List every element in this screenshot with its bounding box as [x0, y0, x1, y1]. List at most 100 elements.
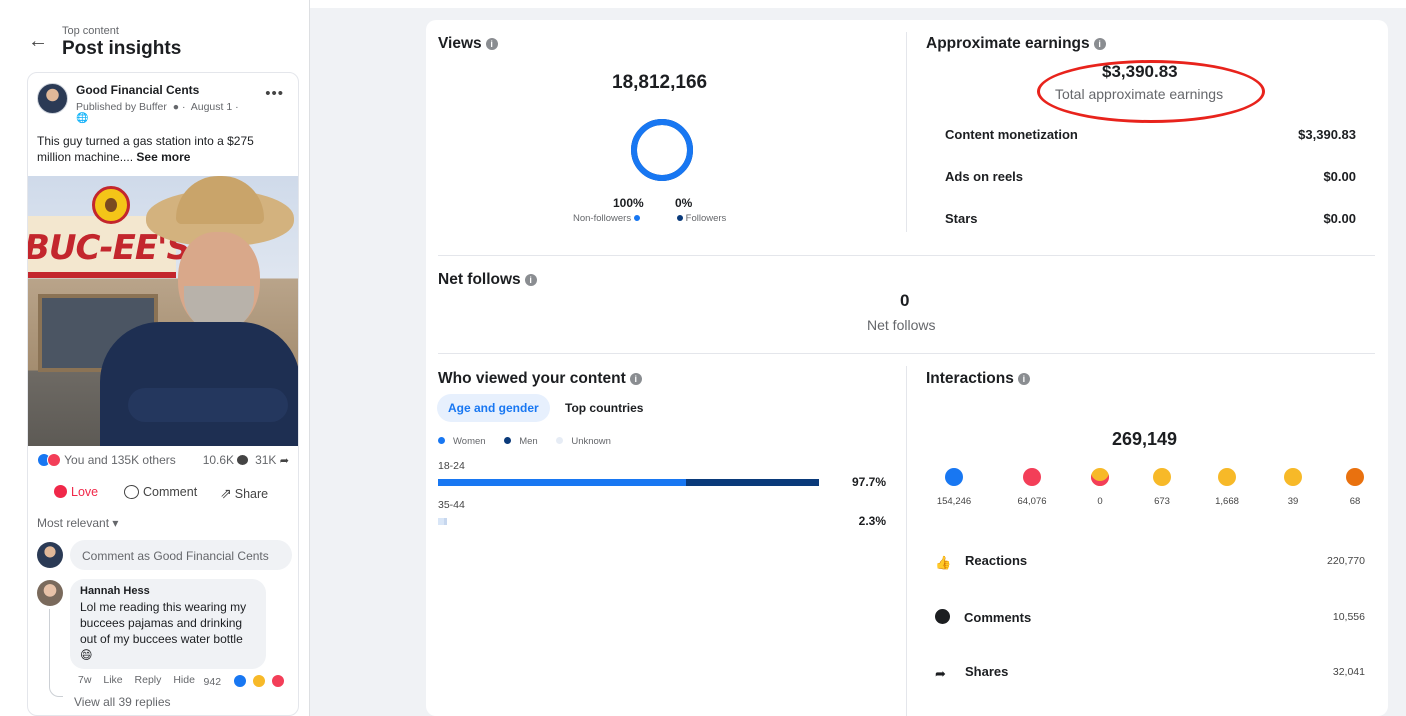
comments-count[interactable]: 10.6K: [202, 453, 235, 467]
globe-icon: 🌐: [76, 113, 89, 124]
comment-button[interactable]: Comment: [124, 485, 197, 499]
comment-label: Comment: [143, 485, 198, 499]
earnings-row-label: Content monetization: [945, 127, 1078, 142]
comment-icon: [124, 485, 139, 499]
comment-time[interactable]: 7w: [78, 674, 92, 686]
angry-icon: [1346, 468, 1364, 486]
info-icon[interactable]: i: [485, 38, 498, 50]
comment-meta: 7w Like Reply Hide 942: [78, 674, 294, 688]
non-followers-label: Non-followers: [573, 213, 632, 224]
age-bar[interactable]: [438, 518, 828, 525]
interaction-row-value: 10,556: [1332, 611, 1365, 623]
back-arrow-icon[interactable]: ←: [28, 30, 48, 52]
reactions-summary[interactable]: You and 135K others 10.6K 31K ➦: [37, 453, 297, 467]
published-by: Published by Buffer: [76, 101, 167, 113]
tab-top-countries[interactable]: Top countries: [565, 401, 644, 415]
love-reaction-icon: [271, 674, 285, 688]
info-dot-icon: ● ·: [169, 101, 189, 113]
reaction-like[interactable]: 154,246: [924, 468, 984, 507]
post-page-name[interactable]: Good Financial Cents: [76, 83, 200, 97]
reaction-haha[interactable]: 673: [1132, 468, 1192, 507]
reaction-wow[interactable]: 1,668: [1197, 468, 1257, 507]
earnings-row: Stars $0.00: [945, 211, 1356, 226]
info-icon[interactable]: i: [629, 373, 642, 385]
share-icon: ➦: [935, 666, 946, 681]
divider: [906, 366, 907, 716]
comment-text: Lol me reading this wearing my buccees p…: [80, 600, 247, 662]
bar-men-segment: [685, 479, 820, 486]
followers-label: Followers: [685, 213, 727, 224]
breadcrumb: Top content: [62, 25, 119, 37]
legend-unknown-label: Unknown: [571, 436, 611, 447]
bar-men-segment: [443, 518, 447, 525]
shares-count[interactable]: 31K: [255, 453, 277, 467]
love-label: Love: [71, 485, 99, 499]
beaver-logo-icon: [92, 186, 130, 224]
man-shirt: [100, 322, 298, 446]
followers-legend: Followers: [677, 213, 726, 224]
reaction-love[interactable]: 64,076: [1002, 468, 1062, 507]
love-icon: [1023, 468, 1041, 486]
info-icon[interactable]: i: [1093, 38, 1106, 50]
bar-women-segment: [438, 518, 444, 525]
interaction-row-label: Reactions: [965, 553, 1028, 568]
info-icon[interactable]: i: [1017, 373, 1030, 385]
age-bar-pct: 97.7%: [851, 475, 886, 489]
comment-like-link[interactable]: Like: [103, 674, 123, 686]
views-total: 18,812,166: [612, 72, 708, 93]
comment-hide-link[interactable]: Hide: [173, 674, 195, 686]
post-date[interactable]: August 1: [190, 101, 233, 113]
page-avatar[interactable]: [37, 83, 68, 114]
commenter-avatar[interactable]: [37, 580, 63, 606]
non-followers-dot: [633, 215, 640, 221]
highlight-annotation: [1037, 60, 1265, 123]
reactions-text: You and 135K others: [64, 453, 176, 467]
bar-women-segment: [438, 479, 686, 486]
page-title: Post insights: [62, 38, 182, 59]
donut-non-followers-arc: [631, 119, 693, 181]
audience-title: Who viewed your content: [438, 370, 626, 387]
see-more-link[interactable]: See more: [136, 150, 191, 164]
audience-legend: Women Men Unknown: [438, 436, 627, 447]
reaction-count: 39: [1287, 496, 1299, 507]
views-title: Views: [438, 35, 482, 52]
comment-sort-dropdown[interactable]: Most relevant ▾: [37, 516, 118, 530]
comment-reply-link[interactable]: Reply: [134, 674, 162, 686]
legend-women-label: Women: [453, 436, 486, 447]
earnings-title: Approximate earnings: [926, 35, 1090, 52]
interaction-row-reactions: 👍 Reactions 220,770: [935, 553, 1365, 570]
thumbs-up-icon: 👍: [935, 555, 952, 570]
interaction-row-value: 220,770: [1327, 555, 1365, 567]
women-dot: [438, 437, 445, 444]
page-avatar-small: [37, 542, 63, 568]
reaction-angry[interactable]: 68: [1325, 468, 1385, 507]
age-bar[interactable]: [438, 479, 828, 486]
love-reaction-icon: [47, 453, 61, 467]
more-options-icon[interactable]: •••: [265, 85, 284, 102]
view-replies-link[interactable]: View all 39 replies: [74, 695, 171, 709]
info-icon[interactable]: i: [524, 274, 537, 286]
post-published-info: Published by Buffer ● · August 1 ·: [76, 101, 239, 113]
tab-age-and-gender[interactable]: Age and gender: [437, 394, 550, 422]
comment-author[interactable]: Hannah Hess: [80, 585, 150, 597]
reaction-count: 68: [1349, 496, 1361, 507]
interaction-row-label: Comments: [964, 610, 1032, 625]
views-donut-chart: [631, 119, 693, 181]
reaction-care[interactable]: 0: [1070, 468, 1130, 507]
share-button[interactable]: ⇗ Share: [220, 485, 268, 502]
engagement-counts: 10.6K 31K ➦: [203, 453, 289, 467]
comment-reactions[interactable]: 942: [204, 674, 294, 688]
love-button[interactable]: Love: [54, 485, 98, 499]
earnings-row-value: $3,390.83: [1298, 127, 1356, 142]
insights-card: Views i 18,812,166 100% 0% Non-followers …: [426, 20, 1388, 716]
non-followers-legend: Non-followers: [573, 213, 640, 224]
haha-reaction-icon: [252, 674, 266, 688]
legend-women: Women: [438, 436, 494, 447]
reaction-sad[interactable]: 39: [1263, 468, 1323, 507]
legend-unknown: Unknown: [556, 436, 619, 447]
sad-icon: [1284, 468, 1302, 486]
post-image[interactable]: BUC-EE'S: [28, 176, 298, 446]
chevron-down-icon: ▾: [112, 516, 119, 530]
earnings-row-label: Ads on reels: [945, 169, 1024, 184]
comment-input[interactable]: Comment as Good Financial Cents: [70, 540, 292, 570]
